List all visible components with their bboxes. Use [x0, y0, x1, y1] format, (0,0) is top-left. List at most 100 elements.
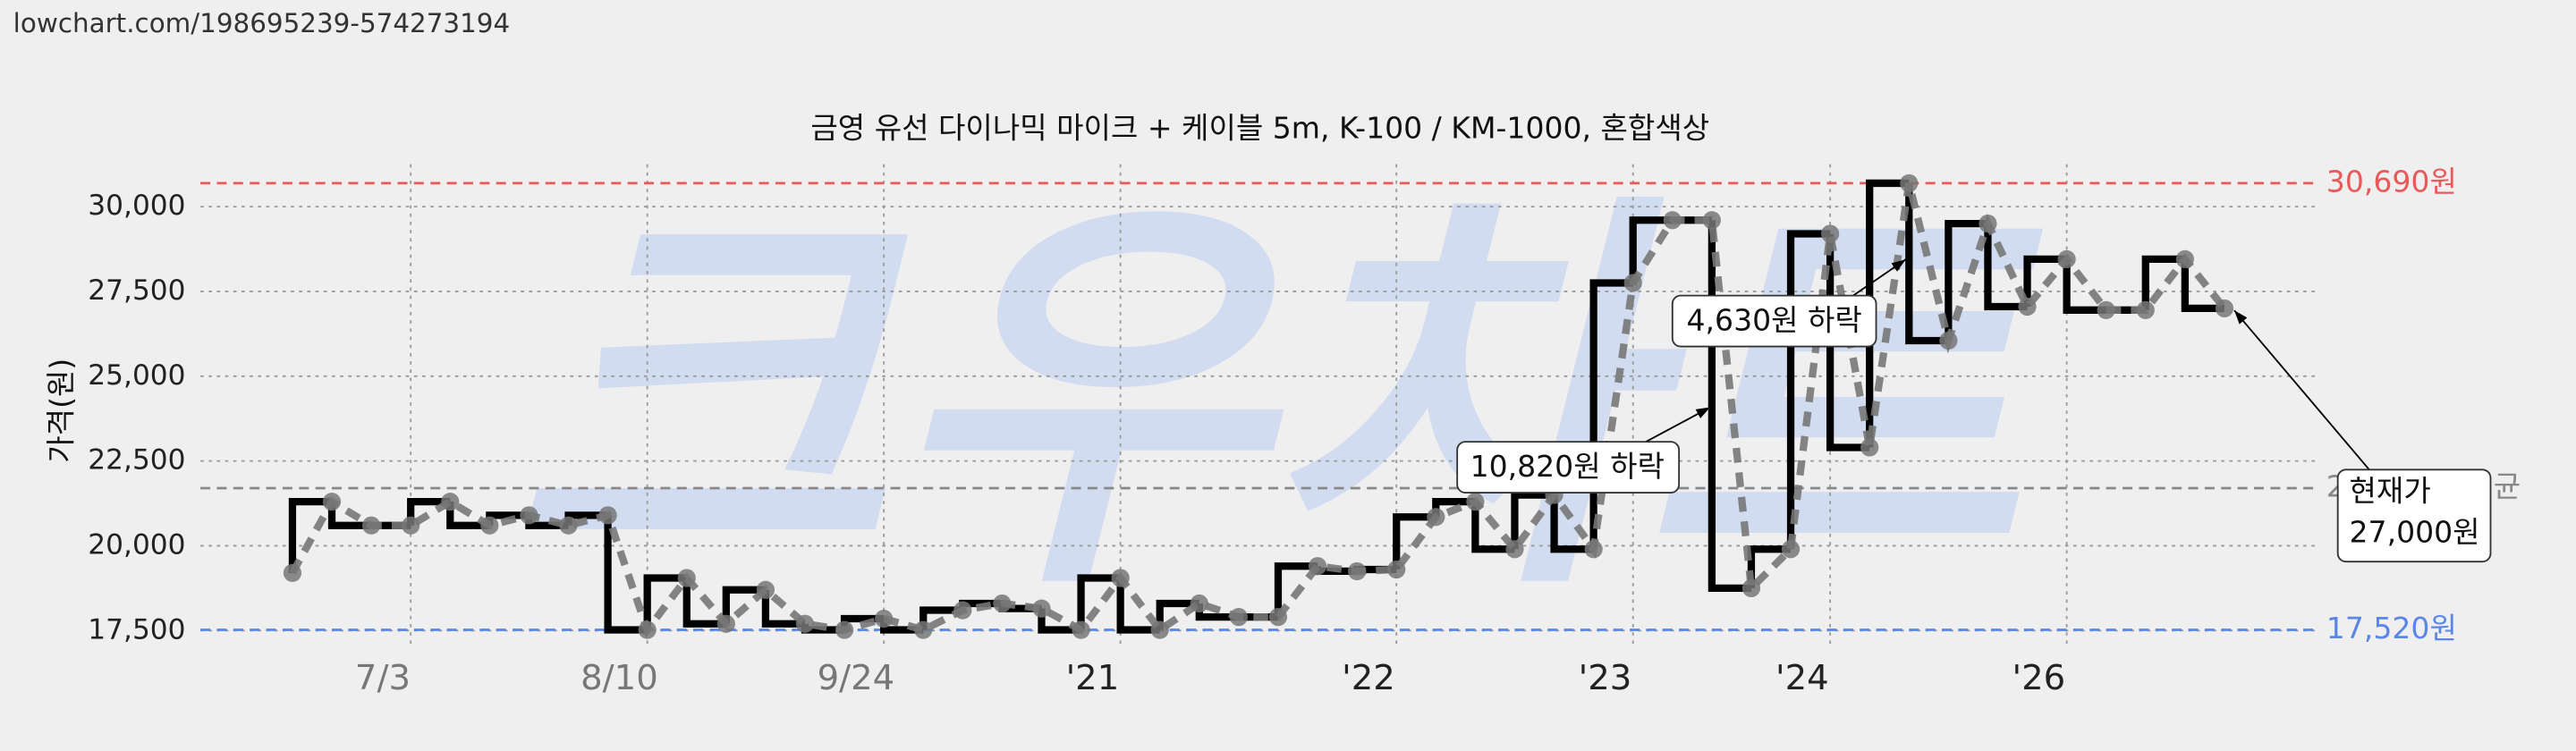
grid: 17,500 20,000 22,500 25,000 27,500 30,000 7/3 8… [88, 164, 2521, 698]
step-segment [2023, 255, 2067, 308]
step-segment [1393, 513, 1436, 570]
step-segment [1629, 216, 1673, 283]
annotation-box [1671, 294, 1877, 348]
point [1781, 540, 1801, 559]
step-segment [2181, 258, 2224, 313]
arrow-head [1695, 407, 1711, 418]
point [677, 569, 696, 587]
step-segment [643, 574, 687, 630]
point [2175, 249, 2194, 269]
point [1348, 561, 1367, 581]
point [520, 506, 538, 525]
point [322, 493, 342, 511]
point [1702, 211, 1721, 230]
url: lowchart.com/198695239-574273194 [13, 8, 510, 38]
annotation-text: 4,630원 하락 [1687, 303, 1862, 338]
step-segment [1984, 224, 2028, 311]
point [1663, 211, 1682, 230]
y-tick-label: 22,500 [88, 444, 185, 477]
point [2215, 299, 2234, 318]
point [441, 493, 460, 511]
point [1505, 540, 1524, 559]
point [1860, 438, 1879, 457]
annotation-box [1456, 441, 1681, 494]
step-segment [1866, 179, 1910, 448]
point [1268, 608, 1288, 627]
step-segment [1511, 491, 1555, 550]
x-tick-label: '23 [1579, 658, 1632, 698]
point [1032, 599, 1051, 618]
point [1427, 508, 1445, 527]
point [1979, 214, 1997, 233]
chart-title: 금영 유선 다이나믹 마이크 + 케이블 5m, K-100 / KM-1000… [810, 111, 1709, 146]
plot [283, 173, 2234, 639]
point [756, 580, 775, 599]
point [1111, 569, 1130, 587]
x-tick-label: 8/10 [580, 658, 658, 698]
step-segment [2141, 255, 2185, 310]
step-segment [1550, 494, 1594, 553]
point [993, 594, 1012, 613]
annotation-arrow [2233, 309, 2372, 472]
arrow-head [2233, 310, 2248, 325]
step-segment [2063, 258, 2106, 314]
step-segment [1077, 574, 1121, 630]
step-segment [1274, 562, 1318, 618]
arrow-head [1891, 259, 1906, 272]
point [559, 516, 578, 535]
point [1387, 560, 1406, 579]
y-tick-label: 17,500 [88, 613, 185, 646]
point [1466, 493, 1485, 511]
step-segment [288, 498, 333, 573]
point [402, 516, 420, 535]
point [2136, 300, 2155, 319]
point [2097, 300, 2115, 319]
step-segment [761, 589, 805, 628]
price-line [289, 181, 2228, 638]
x-tick-label: 9/24 [818, 658, 895, 698]
point [953, 601, 972, 620]
step-segment [682, 578, 726, 628]
point [1308, 557, 1327, 576]
point [2057, 249, 2076, 269]
reference-label: 17,520원 [2326, 611, 2457, 646]
annotation-box [2336, 468, 2492, 563]
annotation-text: 현재가 [2350, 474, 2431, 509]
x-tick-label: '22 [1342, 658, 1395, 698]
y-tick-label: 27,500 [88, 274, 185, 307]
point [1623, 274, 1642, 292]
annotation-text: 27,000원 [2350, 514, 2480, 549]
x-tick-label: '21 [1066, 658, 1120, 698]
point [480, 516, 499, 535]
point [835, 620, 854, 639]
point [914, 620, 933, 639]
reference-label: 30,690원 [2326, 164, 2457, 198]
point [1584, 540, 1603, 559]
point [1741, 578, 1761, 597]
y-tick-label: 30,000 [88, 190, 185, 222]
y-axis-label: 가격(원) [43, 359, 78, 463]
point [638, 620, 657, 639]
step-segment [604, 515, 648, 634]
step-segment [722, 586, 766, 624]
point [1150, 620, 1169, 639]
step-segment [1471, 502, 1515, 553]
point [1072, 620, 1090, 639]
y-tick-label: 20,000 [88, 528, 185, 561]
point [795, 614, 815, 633]
point [1190, 594, 1208, 613]
step-segment [1786, 230, 1831, 550]
point [716, 614, 735, 633]
step-segment [1945, 219, 1988, 341]
y-tick-label: 25,000 [88, 359, 185, 392]
x-tick-label: '26 [2012, 658, 2066, 698]
point [1939, 331, 1958, 350]
x-tick-label: 7/3 [355, 658, 411, 698]
annotation-text: 10,820원 하락 [1470, 449, 1665, 484]
point [875, 609, 894, 629]
step-segment [1905, 182, 1949, 345]
point [2018, 297, 2037, 316]
step-segment [1116, 578, 1160, 634]
